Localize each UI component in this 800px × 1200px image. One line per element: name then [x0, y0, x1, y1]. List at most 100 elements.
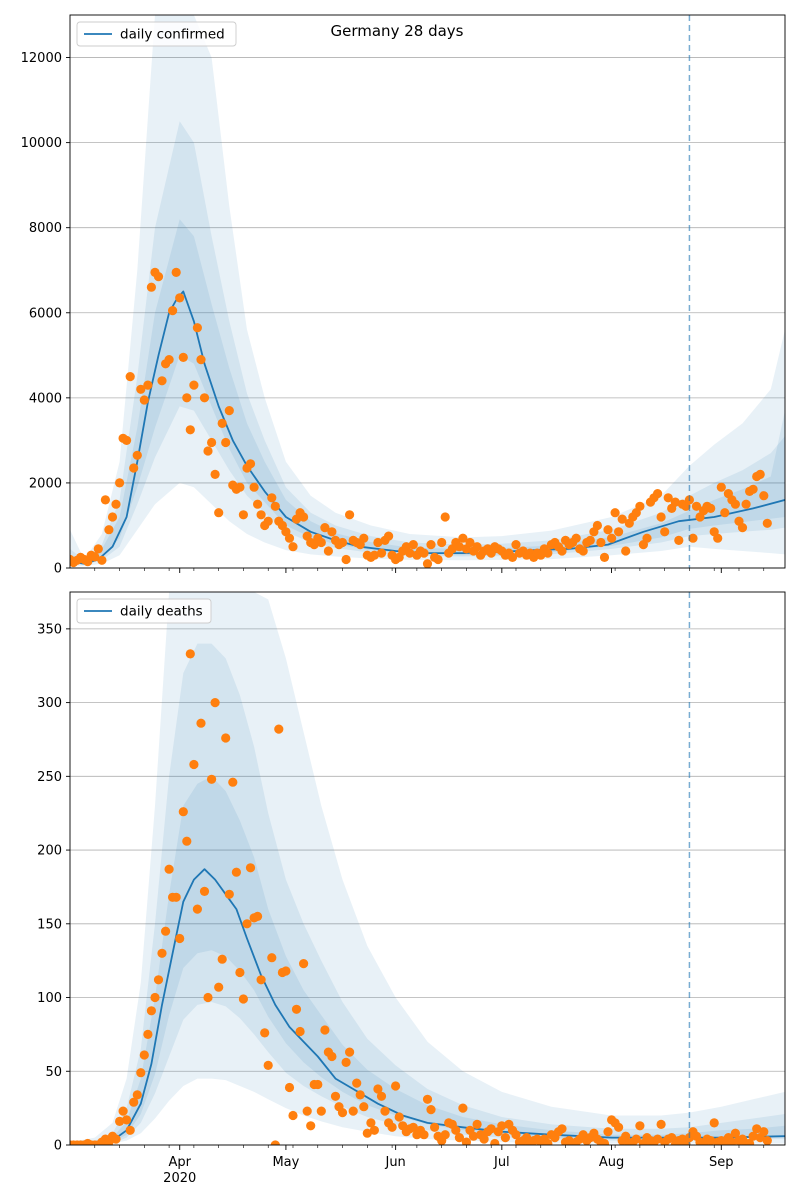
observed-point	[330, 1091, 341, 1101]
observed-point	[217, 954, 227, 964]
x-tick-label: Apr	[168, 1155, 191, 1170]
y-tick-label: 300	[37, 696, 62, 711]
observed-point	[440, 512, 450, 522]
observed-point	[762, 1136, 772, 1145]
observed-point	[192, 323, 202, 333]
y-tick-label: 12000	[21, 51, 62, 66]
y-tick-label: 0	[54, 562, 62, 577]
observed-point	[274, 724, 284, 734]
figure-title: Germany 28 days	[331, 22, 464, 40]
observed-point	[461, 1137, 471, 1145]
observed-point	[139, 395, 149, 405]
observed-point	[596, 537, 606, 548]
observed-point	[660, 527, 670, 537]
observed-point	[104, 525, 114, 535]
observed-point	[185, 425, 195, 435]
observed-point	[337, 1108, 348, 1118]
uncertainty-band-mid	[70, 121, 785, 565]
observed-point	[284, 533, 295, 543]
observed-point	[490, 1138, 500, 1145]
observed-point	[171, 267, 181, 277]
observed-point	[578, 546, 588, 556]
observed-point	[115, 478, 125, 488]
observed-point	[773, 0, 782, 5]
observed-point	[614, 1122, 624, 1132]
observed-point	[440, 1130, 450, 1140]
x-tick-label: Sep	[709, 1155, 734, 1170]
observed-point	[242, 919, 252, 929]
observed-point	[199, 886, 210, 897]
legend: daily confirmed	[76, 21, 237, 47]
observed-point	[663, 493, 673, 503]
observed-point	[189, 759, 199, 770]
observed-point	[497, 1121, 507, 1131]
observed-point	[150, 992, 160, 1003]
observed-point	[143, 380, 153, 390]
observed-point	[111, 1134, 121, 1144]
observed-point	[115, 1116, 125, 1126]
observed-point	[451, 1125, 461, 1135]
observed-point	[408, 540, 418, 550]
observed-point	[759, 1127, 769, 1137]
observed-point	[709, 1118, 719, 1128]
observed-point	[235, 482, 245, 492]
observed-point	[214, 508, 224, 518]
observed-point	[228, 777, 238, 787]
observed-point	[118, 1106, 128, 1116]
observed-point	[256, 510, 266, 520]
observed-point	[603, 525, 613, 535]
observed-point	[263, 1060, 273, 1070]
observed-point	[129, 1097, 139, 1107]
observed-point	[175, 933, 185, 944]
observed-point	[214, 982, 224, 992]
observed-point	[653, 1134, 663, 1144]
observed-point	[387, 1122, 397, 1132]
observed-point	[762, 518, 772, 528]
deaths-panel: 0 50 100 150 200 250 300 350 daily deaths Apr2020…	[37, 0, 786, 1186]
observed-point	[253, 911, 263, 922]
observed-point	[288, 1110, 298, 1121]
observed-point	[369, 550, 379, 560]
observed-point	[348, 1106, 358, 1116]
observed-point	[720, 508, 730, 518]
observed-point	[93, 544, 103, 554]
observed-point	[295, 1026, 305, 1037]
observed-point	[153, 272, 164, 282]
observed-point	[730, 499, 741, 509]
observed-point	[454, 542, 464, 552]
observed-point	[125, 372, 135, 382]
y-tick-label: 150	[37, 917, 62, 932]
observed-point	[352, 1078, 362, 1088]
observed-point	[139, 1050, 149, 1060]
y-tick-label: 2000	[29, 476, 62, 491]
observed-point	[178, 352, 188, 362]
observed-point	[161, 926, 171, 936]
x-tick-label: 2020	[163, 1171, 196, 1186]
observed-point	[316, 1106, 326, 1116]
observed-point	[458, 533, 468, 543]
observed-point	[302, 1106, 312, 1116]
observed-point	[571, 533, 581, 543]
observed-point	[688, 533, 698, 543]
observed-point	[168, 306, 178, 316]
x-tick-label: Jul	[493, 1155, 510, 1170]
observed-point	[422, 1094, 433, 1104]
observed-point	[426, 1105, 436, 1115]
observed-point	[674, 535, 684, 546]
axes-frame	[69, 591, 786, 1146]
observed-point	[256, 975, 266, 985]
observed-point	[706, 1136, 716, 1145]
plot-area	[70, 15, 785, 568]
observed-point	[136, 384, 146, 394]
observed-point	[384, 531, 394, 541]
observed-point	[621, 1131, 631, 1141]
legend: daily deaths	[76, 598, 212, 624]
observed-point	[691, 501, 702, 511]
observed-point	[642, 533, 652, 543]
observed-point	[235, 967, 245, 978]
observed-point	[603, 1127, 613, 1137]
observed-point	[592, 520, 603, 531]
observed-point	[433, 554, 443, 565]
observed-point	[479, 1134, 489, 1144]
observed-point	[185, 649, 195, 659]
